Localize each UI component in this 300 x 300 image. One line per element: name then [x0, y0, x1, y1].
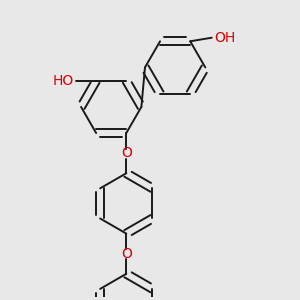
Text: O: O: [121, 247, 132, 261]
Text: OH: OH: [214, 31, 235, 45]
Text: HO: HO: [52, 74, 74, 88]
Text: O: O: [121, 146, 132, 160]
